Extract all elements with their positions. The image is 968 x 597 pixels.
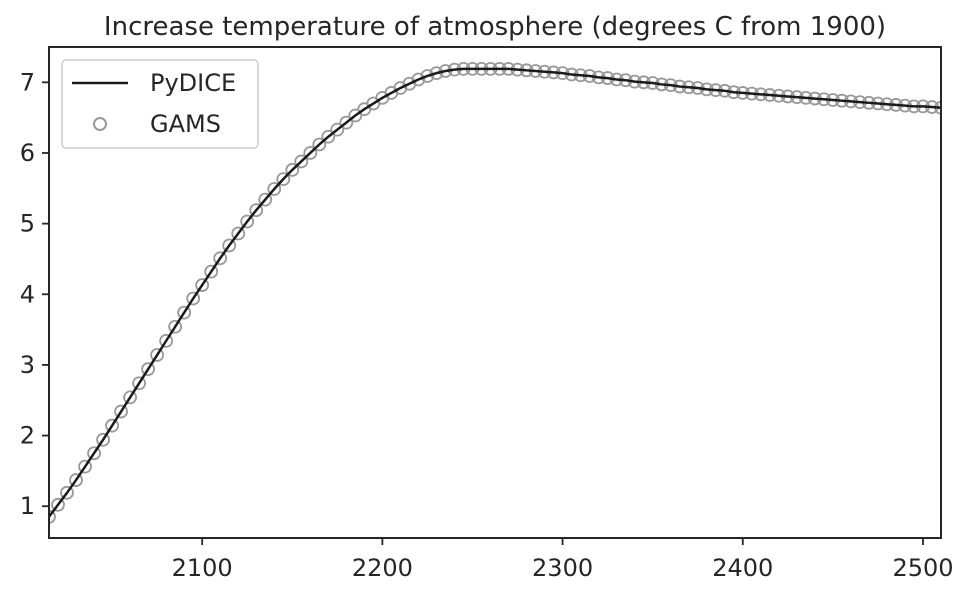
- y-tick-label: 1: [20, 492, 35, 520]
- y-tick-label: 6: [20, 139, 35, 167]
- point-gams: [159, 333, 174, 348]
- point-gams: [276, 172, 291, 187]
- point-gams: [249, 203, 264, 218]
- point-gams: [114, 404, 128, 419]
- point-gams: [294, 154, 309, 169]
- point-gams: [303, 146, 318, 160]
- legend-label-pydice: PyDICE: [150, 69, 236, 97]
- point-gams: [123, 390, 137, 405]
- point-gams: [96, 432, 110, 447]
- point-gams: [285, 163, 300, 177]
- x-axis: 2100 2200 2300 2400 2500: [172, 538, 954, 582]
- legend: PyDICE GAMS: [61, 59, 259, 149]
- point-gams: [411, 72, 426, 87]
- x-tick-label: 2400: [712, 554, 773, 582]
- point-gams: [87, 446, 101, 461]
- point-gams: [429, 66, 444, 81]
- point-gams: [420, 69, 435, 83]
- point-gams: [177, 305, 192, 320]
- point-gams: [69, 473, 83, 487]
- chart-title: Increase temperature of atmosphere (degr…: [104, 12, 886, 42]
- point-gams: [168, 319, 183, 334]
- point-gams: [330, 122, 345, 137]
- point-gams: [78, 459, 92, 474]
- point-gams: [240, 214, 255, 229]
- point-gams: [312, 137, 327, 152]
- point-gams: [213, 251, 228, 266]
- plot-frame: [48, 46, 942, 539]
- point-gams: [195, 278, 210, 292]
- series-pydice-line: [49, 67, 941, 518]
- y-tick-label: 2: [20, 422, 35, 450]
- point-gams: [105, 418, 119, 433]
- point-gams: [51, 497, 65, 512]
- y-tick-label: 4: [20, 280, 35, 308]
- legend-label-gams: GAMS: [150, 110, 221, 138]
- y-tick-label: 3: [20, 351, 35, 379]
- point-gams: [231, 226, 246, 241]
- point-gams: [49, 509, 56, 524]
- series-layer: [49, 62, 941, 524]
- y-tick-label: 7: [20, 68, 35, 96]
- point-gams: [60, 485, 74, 500]
- x-tick-label: 2500: [892, 554, 953, 582]
- point-gams: [222, 238, 237, 253]
- x-tick-label: 2200: [352, 554, 413, 582]
- y-axis: 1 2 3 4 5 6 7: [20, 68, 49, 520]
- x-tick-label: 2100: [172, 554, 233, 582]
- point-gams: [321, 129, 336, 144]
- point-gams: [150, 348, 165, 362]
- point-gams: [186, 291, 201, 306]
- point-gams: [267, 182, 282, 196]
- point-gams: [141, 362, 156, 377]
- y-tick-label: 5: [20, 210, 35, 238]
- point-gams: [348, 108, 363, 123]
- legend-swatch-gams: [93, 117, 107, 131]
- point-gams: [339, 115, 354, 130]
- point-gams: [258, 192, 273, 207]
- x-tick-label: 2300: [532, 554, 593, 582]
- point-gams: [132, 376, 147, 391]
- point-gams: [204, 264, 219, 279]
